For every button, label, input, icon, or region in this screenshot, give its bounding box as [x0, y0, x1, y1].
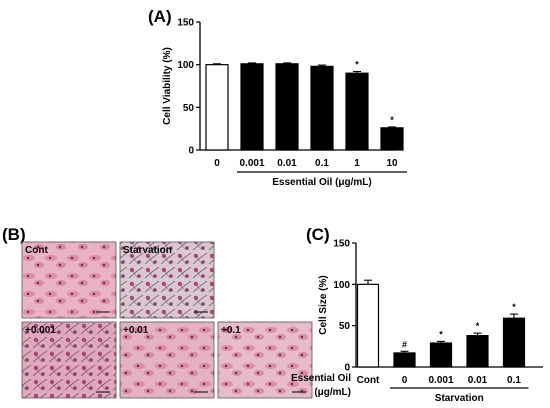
micrograph-label: Cont [25, 245, 48, 256]
chart-a-bar [381, 128, 403, 150]
chart-c-y-tick-label: 0 [344, 363, 350, 374]
chart-a-bar [206, 65, 228, 150]
chart-a-y-label: Cell Viability (%) [162, 47, 173, 125]
chart-c-x-tick-label: 0.01 [468, 375, 488, 386]
chart-a-x-tick-label: 0 [214, 158, 220, 169]
micrograph-label: +0.001 [25, 325, 56, 336]
chart-c-y-tick-label: 100 [333, 280, 350, 291]
chart-c-y-tick-label: 150 [333, 239, 350, 250]
chart-c-significance-mark: * [439, 329, 443, 339]
chart-c-x-tick-label: Cont [357, 375, 380, 386]
chart-c-x-tick-label: 0 [402, 375, 408, 386]
chart-a-y-tick-label: 100 [177, 60, 194, 71]
chart-c-x-tick-label: 0.001 [428, 375, 453, 386]
chart-a-x-tick-label: 1 [354, 158, 360, 169]
chart-c-bar [358, 284, 379, 367]
chart-c-row-label-line1: Essential Oil [291, 373, 351, 384]
micrograph-panel: +0.01 [120, 322, 214, 398]
chart-a-x-tick-label: 0.001 [239, 158, 264, 169]
micrograph-panel: +0.001 [22, 322, 116, 398]
chart-c-bar [504, 318, 525, 367]
micrograph-panel: Starvation [120, 242, 214, 318]
chart-a: 0 50 100 150 * * 0 0.001 0.01 0.1 1 10 Essential … [162, 18, 407, 189]
chart-a-bar [276, 64, 298, 150]
chart-a-y-tick-label: 150 [177, 18, 194, 29]
chart-a-bar [311, 66, 333, 150]
micrograph-panel: Cont [22, 242, 116, 318]
micrograph-label: Starvation [123, 245, 172, 256]
chart-a-x-tick-label: 0.01 [277, 158, 297, 169]
micrograph-panel: +0.1 [218, 322, 312, 398]
chart-a-bar [346, 73, 368, 150]
chart-c-bar [394, 353, 415, 367]
chart-c-significance-mark: * [512, 302, 516, 312]
chart-a-x-tick-label: 10 [386, 158, 398, 169]
chart-c-x-label: Starvation [435, 393, 484, 404]
chart-c-row-label-line2: (μg/mL) [314, 387, 351, 398]
chart-c: 0 50 100 150 # * * * Cont 0 0.001 0.01 0.1 Essenti… [291, 239, 543, 405]
chart-c-y-label: Cell Size (%) [318, 275, 329, 334]
chart-a-bar [241, 64, 263, 150]
panel-label-b: (B) [2, 225, 26, 244]
chart-a-y-tick-label: 50 [183, 103, 195, 114]
panel-label-a: (A) [148, 7, 172, 26]
chart-c-bar [431, 343, 452, 367]
chart-a-y-tick-label: 0 [188, 146, 194, 157]
micrograph-label: +0.01 [123, 325, 149, 336]
chart-c-significance-mark: # [402, 339, 407, 349]
chart-a-x-tick-label: 0.1 [315, 158, 329, 169]
chart-c-y-tick-label: 50 [339, 321, 351, 332]
chart-c-x-tick-label: 0.1 [507, 375, 521, 386]
panel-label-c: (C) [306, 225, 330, 244]
chart-c-bar [467, 336, 488, 367]
chart-a-significance-mark: * [390, 115, 394, 125]
chart-a-x-label: Essential Oil (μg/mL) [272, 177, 371, 188]
chart-c-significance-mark: * [476, 321, 480, 331]
chart-a-significance-mark: * [355, 59, 359, 69]
micrograph-label: +0.1 [221, 325, 241, 336]
